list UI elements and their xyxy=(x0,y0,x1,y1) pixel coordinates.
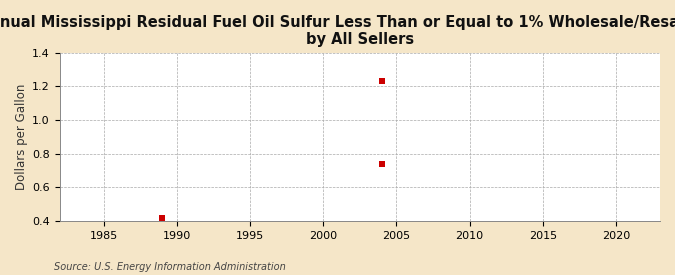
Y-axis label: Dollars per Gallon: Dollars per Gallon xyxy=(15,84,28,190)
Point xyxy=(157,215,167,220)
Point xyxy=(377,79,387,84)
Title: Annual Mississippi Residual Fuel Oil Sulfur Less Than or Equal to 1% Wholesale/R: Annual Mississippi Residual Fuel Oil Sul… xyxy=(0,15,675,47)
Point xyxy=(377,162,387,166)
Text: Source: U.S. Energy Information Administration: Source: U.S. Energy Information Administ… xyxy=(54,262,286,272)
